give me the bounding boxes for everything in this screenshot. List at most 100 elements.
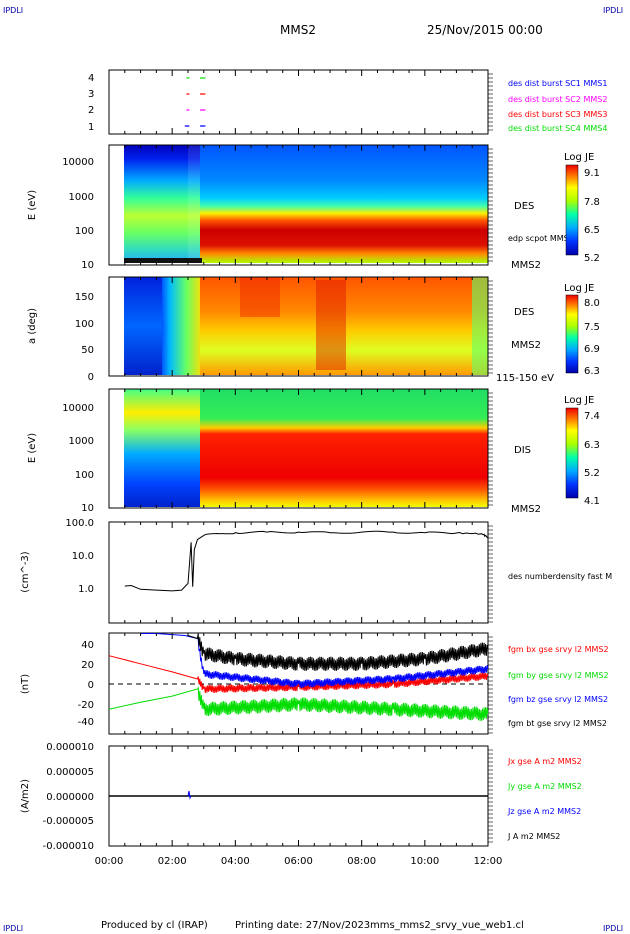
current-legend-j: J A m2 MMS2 bbox=[507, 832, 560, 841]
bfield-legend-bx: fgm bx gse srvy l2 MMS2 bbox=[508, 645, 609, 654]
des-pitch-sc-label: MMS2 bbox=[511, 340, 541, 351]
dis-energy-sc-label: MMS2 bbox=[511, 504, 541, 515]
panel-burst: 4 3 2 1 des dist burst SC1 MMS1 des dist… bbox=[88, 69, 607, 135]
footer-printing-date: Printing date: 27/Nov/2023 bbox=[235, 920, 370, 931]
des-energy-post bbox=[200, 145, 488, 263]
current-ytick-5: -0.000010 bbox=[43, 841, 94, 852]
current-ytick-3: 0.000000 bbox=[46, 792, 94, 803]
bfield-ytick-m20: -20 bbox=[78, 700, 94, 711]
des-pitch-colorbar bbox=[565, 294, 579, 374]
dis-energy-cbar-tick-3: 5.2 bbox=[584, 468, 600, 479]
dis-energy-label: DIS bbox=[514, 445, 531, 456]
burst-yticks: 4 3 2 1 bbox=[88, 73, 94, 133]
burst-legend-3: des dist burst SC3 MMS3 bbox=[508, 110, 607, 119]
des-pitch-red-band-2 bbox=[316, 280, 346, 370]
time-tick-label: 00:00 bbox=[95, 856, 124, 867]
des-pitch-ytick-0: 0 bbox=[88, 372, 94, 383]
burst-ytick-2: 2 bbox=[88, 105, 94, 116]
current-ytick-4: -0.000005 bbox=[43, 816, 94, 827]
corner-label-bottom-left: IPDLI bbox=[3, 924, 23, 933]
des-pitch-cbar-tick-2: 7.5 bbox=[584, 322, 600, 333]
des-energy-transition bbox=[186, 145, 202, 263]
des-energy-ylabel: E (eV) bbox=[27, 190, 38, 220]
des-energy-ytick-1000: 1000 bbox=[69, 192, 94, 203]
bfield-ylabel: (nT) bbox=[20, 674, 31, 694]
des-energy-sc-label: MMS2 bbox=[511, 260, 541, 271]
panel-des-energy: E (eV) 10000 1000 100 10 DES edp scpot M… bbox=[27, 144, 600, 271]
current-legend-jz: Jz gse A m2 MMS2 bbox=[507, 807, 581, 816]
burst-ytick-1: 1 bbox=[88, 122, 94, 133]
time-tick-label: 06:00 bbox=[284, 856, 313, 867]
des-pitch-ytick-100: 100 bbox=[75, 319, 94, 330]
dis-energy-transition bbox=[186, 389, 200, 507]
dis-energy-post bbox=[200, 389, 488, 507]
density-frame bbox=[108, 521, 489, 624]
bfield-ytick-0: 0 bbox=[88, 680, 94, 691]
bfield-series-bz bbox=[140, 633, 489, 688]
bfield-legend-by: fgm by gse srvy l2 MMS2 bbox=[508, 671, 609, 680]
des-pitch-red-band-1 bbox=[240, 277, 280, 317]
current-ytick-1: 0.000010 bbox=[46, 742, 94, 753]
des-pitch-cbar-tick-3: 6.9 bbox=[584, 344, 600, 355]
panel-density: (cm^-3) 100.0 10.0 1.0 des numberdensity… bbox=[20, 518, 612, 624]
bfield-lines bbox=[108, 633, 489, 721]
bfield-legend-bt: fgm bt gse srvy l2 MMS2 bbox=[508, 719, 607, 728]
dis-energy-ytick-100: 100 bbox=[75, 470, 94, 481]
current-legend-jx: Jx gse A m2 MMS2 bbox=[507, 757, 582, 766]
des-energy-cbar-tick-2: 7.8 bbox=[584, 197, 600, 208]
des-pitch-ylabel: a (deg) bbox=[27, 308, 38, 344]
dis-energy-cbar-tick-2: 6.3 bbox=[584, 440, 600, 451]
des-pitch-ytick-50: 50 bbox=[81, 345, 94, 356]
time-tick-label: 12:00 bbox=[474, 856, 503, 867]
des-energy-label: DES bbox=[514, 201, 534, 212]
des-energy-ytick-100: 100 bbox=[75, 226, 94, 237]
time-axis-ticks bbox=[108, 70, 493, 846]
current-ytick-2: 0.000005 bbox=[46, 767, 94, 778]
dis-energy-ytick-10: 10 bbox=[81, 503, 94, 514]
time-axis-labels: 00:00 02:00 04:00 06:00 08:00 10:00 12:00 bbox=[95, 856, 503, 867]
dis-energy-ytick-1000: 1000 bbox=[69, 436, 94, 447]
burst-legend-2: des dist burst SC2 MMS2 bbox=[508, 95, 607, 104]
panel-dis-energy: E (eV) 10000 1000 100 10 DIS MMS2 Log JE… bbox=[27, 388, 600, 515]
panel-current: (A/m2) 0.000010 0.000005 0.000000 -0.000… bbox=[20, 742, 582, 852]
des-energy-cbar-tick-1: 9.1 bbox=[584, 168, 600, 179]
des-energy-ytick-10: 10 bbox=[81, 260, 94, 271]
density-ytick-1: 1.0 bbox=[78, 584, 94, 595]
des-pitch-cbar-tick-4: 6.3 bbox=[584, 366, 600, 377]
des-energy-cbar-tick-3: 6.5 bbox=[584, 225, 600, 236]
panel-burst-frame bbox=[108, 69, 489, 135]
time-tick-label: 08:00 bbox=[347, 856, 376, 867]
dis-energy-ytick-10000: 10000 bbox=[62, 403, 94, 414]
panel-magnetic-field: (nT) 40 20 0 -20 -40 fgm bx gse srvy l2 … bbox=[20, 632, 609, 735]
bfield-ytick-20: 20 bbox=[81, 660, 94, 671]
des-energy-cbar-tick-4: 5.2 bbox=[584, 253, 600, 264]
density-ytick-100: 100.0 bbox=[65, 518, 94, 529]
bfield-legend-bz: fgm bz gse srvy l2 MMS2 bbox=[508, 695, 608, 704]
density-line bbox=[124, 530, 489, 592]
des-pitch-mid bbox=[162, 277, 202, 375]
time-tick-label: 02:00 bbox=[158, 856, 187, 867]
density-ylabel: (cm^-3) bbox=[20, 551, 31, 592]
density-ytick-10: 10.0 bbox=[72, 551, 94, 562]
des-energy-colorbar bbox=[565, 164, 579, 256]
des-pitch-pre bbox=[124, 277, 164, 375]
des-pitch-energy-range: 115-150 eV bbox=[496, 373, 554, 384]
corner-label-top-left: IPDLI bbox=[3, 6, 23, 15]
dis-energy-cbar-tick-1: 7.4 bbox=[584, 411, 600, 422]
time-tick-label: 04:00 bbox=[221, 856, 250, 867]
bfield-series-bt bbox=[187, 633, 489, 671]
current-spike bbox=[187, 790, 192, 800]
bfield-ytick-40: 40 bbox=[81, 640, 94, 651]
des-pitch-cbar-tick-1: 8.0 bbox=[584, 298, 600, 309]
corner-label-bottom-right: IPDLI bbox=[603, 924, 623, 933]
panel-des-pitch: a (deg) 150 100 50 0 DES MMS2 115-150 eV… bbox=[27, 276, 600, 384]
bfield-series-by bbox=[108, 686, 489, 721]
footer-produced-by: Produced by cl (IRAP) bbox=[101, 920, 208, 931]
current-legend-jy: Jy gse A m2 MMS2 bbox=[507, 782, 582, 791]
des-energy-cbar-title: Log JE bbox=[564, 152, 594, 163]
des-energy-lowband bbox=[124, 258, 202, 263]
burst-legend-4: des dist burst SC4 MMS4 bbox=[508, 124, 607, 133]
footer-script-name: mms_mms2_srvy_vue_web1.cl bbox=[370, 920, 524, 931]
spacecraft-title: MMS2 bbox=[280, 23, 316, 37]
